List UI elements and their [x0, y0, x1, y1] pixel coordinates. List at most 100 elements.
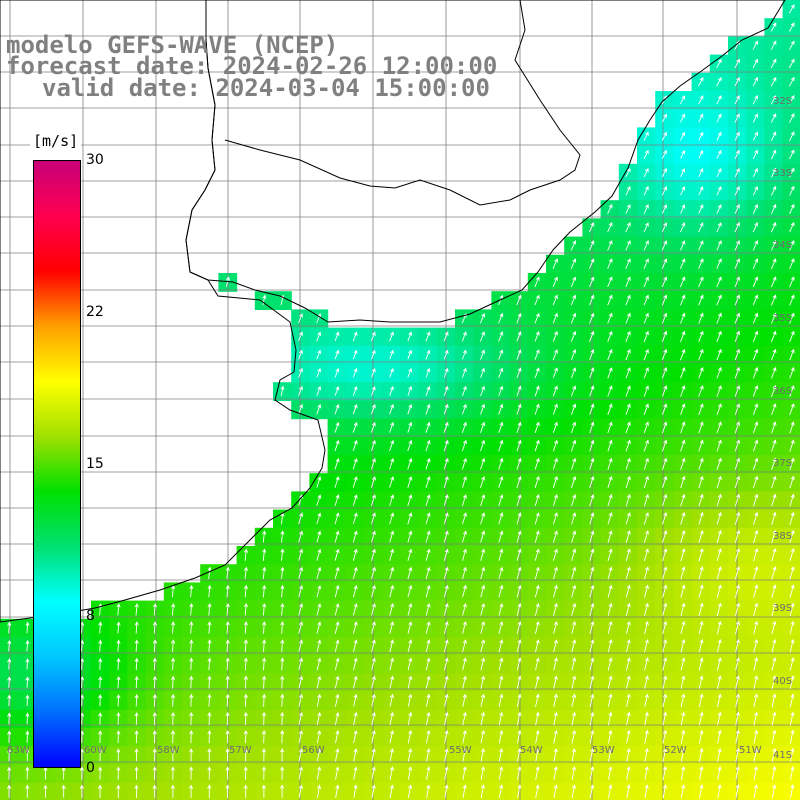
wind-arrow	[116, 730, 121, 744]
wind-arrow	[480, 693, 486, 707]
wind-arrow	[643, 385, 649, 397]
wind-arrow	[462, 784, 467, 799]
wind-arrow	[443, 476, 449, 488]
wind-arrow	[535, 729, 540, 744]
wind-arrow	[25, 730, 30, 743]
wind-arrow	[498, 530, 504, 543]
wind-arrow	[589, 639, 595, 653]
wind-arrow	[770, 203, 777, 215]
wind-arrow	[771, 475, 777, 489]
wind-arrow	[680, 421, 686, 434]
wind-arrow	[171, 639, 176, 652]
wind-arrow	[534, 403, 540, 415]
wind-arrow	[570, 330, 577, 342]
wind-arrow	[262, 639, 267, 653]
wind-arrow	[698, 131, 704, 141]
wind-arrow	[571, 675, 577, 689]
wind-arrow	[389, 421, 395, 433]
wind-arrow	[771, 711, 777, 726]
wind-arrow	[443, 512, 449, 525]
wind-arrow	[534, 421, 540, 434]
wind-arrow	[771, 602, 777, 617]
wind-arrow	[680, 348, 686, 361]
wind-arrow	[552, 493, 558, 507]
wind-arrow	[643, 276, 649, 288]
wind-arrow	[352, 494, 358, 507]
wind-arrow	[371, 386, 376, 396]
wind-arrow	[389, 457, 395, 470]
wind-arrow	[516, 421, 522, 434]
wind-arrow	[789, 94, 795, 105]
wind-arrow	[698, 729, 704, 744]
wind-arrow	[371, 621, 376, 634]
wind-arrow	[662, 548, 668, 562]
wind-arrow	[607, 385, 613, 397]
wind-arrow	[752, 457, 759, 470]
wind-arrow	[425, 584, 431, 598]
wind-arrow	[771, 529, 777, 544]
wind-arrow	[298, 730, 304, 744]
wind-arrow	[789, 529, 795, 544]
wind-arrow	[189, 639, 194, 652]
wind-arrow	[534, 621, 540, 634]
wind-arrow	[262, 693, 267, 707]
wind-arrow	[589, 602, 595, 616]
wind-arrow	[698, 475, 704, 489]
wind-arrow	[334, 386, 340, 396]
lon-label: 63W	[7, 745, 30, 756]
wind-arrow	[698, 258, 704, 269]
wind-arrow	[243, 602, 249, 616]
wind-arrow	[607, 657, 613, 671]
wind-arrow	[698, 457, 704, 470]
wind-arrow	[334, 476, 340, 488]
wind-arrow	[462, 766, 467, 780]
wind-arrow	[789, 693, 795, 708]
wind-arrow	[643, 403, 649, 415]
wind-arrow	[698, 330, 704, 342]
wind-arrow	[625, 330, 631, 342]
wind-arrow	[735, 711, 740, 726]
wind-arrow	[607, 711, 613, 726]
wind-arrow	[425, 548, 431, 561]
wind-arrow	[753, 493, 759, 507]
wind-arrow	[371, 711, 376, 726]
wind-arrow	[171, 603, 176, 616]
wind-arrow	[771, 493, 777, 507]
wind-arrow	[207, 639, 212, 653]
wind-arrow	[152, 603, 158, 616]
wind-arrow	[625, 385, 631, 397]
wind-arrow	[353, 730, 358, 744]
wind-arrow	[498, 331, 504, 342]
wind-arrow	[407, 421, 413, 433]
wind-arrow	[716, 204, 722, 214]
wind-arrow	[534, 276, 540, 288]
wind-arrow	[480, 530, 486, 543]
wind-arrow	[498, 693, 504, 707]
country-border	[224, 0, 581, 206]
wind-arrow	[461, 494, 467, 507]
wind-arrow	[771, 693, 777, 708]
wind-arrow	[735, 675, 740, 689]
wind-arrow	[680, 729, 686, 744]
wind-arrow	[171, 621, 176, 634]
wind-arrow	[589, 403, 595, 415]
wind-arrow	[170, 730, 176, 744]
wind-arrow	[607, 747, 613, 762]
wind-arrow	[698, 747, 704, 762]
wind-arrow	[462, 675, 467, 689]
wind-arrow	[734, 403, 741, 416]
wind-arrow	[389, 784, 394, 799]
wind-arrow	[644, 657, 649, 671]
wind-arrow	[552, 312, 558, 324]
wind-arrow	[80, 639, 85, 652]
wind-arrow	[625, 457, 631, 470]
wind-arrow	[661, 222, 668, 233]
wind-arrow	[280, 657, 285, 671]
wind-arrow	[498, 457, 504, 470]
wind-arrow	[207, 748, 212, 762]
wind-arrow	[243, 548, 249, 561]
wind-arrow	[534, 385, 540, 397]
wind-arrow	[789, 403, 795, 416]
wind-arrow	[389, 403, 394, 415]
